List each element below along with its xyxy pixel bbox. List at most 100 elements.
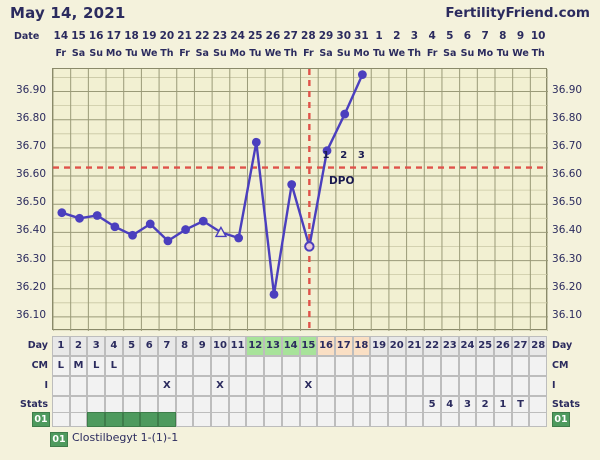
medication-cell[interactable] (175, 412, 194, 427)
i-cell[interactable] (405, 376, 424, 396)
day-cell: 25 (476, 336, 494, 356)
date-label: 1 (375, 30, 383, 42)
i-cell[interactable] (175, 376, 194, 396)
i-cell[interactable] (52, 376, 70, 396)
cm-cell[interactable] (405, 356, 424, 376)
medication-cell[interactable] (299, 412, 318, 427)
medication-cell[interactable] (387, 412, 406, 427)
medication-cell[interactable] (440, 412, 459, 427)
cm-cell[interactable] (352, 356, 371, 376)
medication-cell[interactable] (211, 412, 229, 427)
i-cell[interactable] (529, 376, 548, 396)
weekday-label: We (512, 48, 529, 59)
bbt-chart[interactable] (52, 68, 549, 331)
cm-cell[interactable] (529, 356, 548, 376)
medication-cell[interactable] (476, 412, 494, 427)
i-cell[interactable] (264, 376, 282, 396)
i-cell[interactable] (476, 376, 494, 396)
medication-cell[interactable] (158, 412, 176, 427)
cm-cell[interactable] (299, 356, 318, 376)
cm-cell[interactable]: L (52, 356, 70, 376)
cm-cell[interactable] (211, 356, 229, 376)
medication-cell[interactable] (317, 412, 335, 427)
stats-cell[interactable]: T (511, 396, 530, 414)
medication-cell[interactable] (69, 412, 88, 427)
weekday-label: Su (336, 48, 351, 59)
i-cell[interactable]: X (158, 376, 176, 396)
cm-cell[interactable]: L (105, 356, 123, 376)
cm-cell[interactable] (281, 356, 300, 376)
cm-cell[interactable] (122, 356, 141, 376)
medication-cell[interactable] (370, 412, 388, 427)
cm-cell[interactable] (193, 356, 212, 376)
i-cell[interactable] (228, 376, 247, 396)
cm-cell[interactable] (387, 356, 406, 376)
medication-cell[interactable] (264, 412, 282, 427)
medication-cell[interactable] (529, 412, 548, 427)
weekday-label: Tu (125, 48, 138, 59)
medication-cell[interactable] (52, 412, 70, 427)
date-label: 14 (53, 30, 69, 42)
cm-cell[interactable] (158, 356, 176, 376)
day-cell: 21 (405, 336, 424, 356)
cm-cell[interactable] (458, 356, 477, 376)
cm-cell[interactable] (494, 356, 512, 376)
cm-cell[interactable] (317, 356, 335, 376)
i-cell[interactable] (387, 376, 406, 396)
medication-cell[interactable] (122, 412, 141, 427)
cm-cell[interactable]: L (87, 356, 106, 376)
i-cell[interactable] (352, 376, 371, 396)
medication-cell[interactable] (423, 412, 441, 427)
medication-cell[interactable] (458, 412, 477, 427)
i-cell[interactable] (423, 376, 441, 396)
cm-cell[interactable] (476, 356, 494, 376)
cm-cell[interactable] (423, 356, 441, 376)
medication-cell[interactable] (334, 412, 353, 427)
weekday-label: Tu (372, 48, 386, 59)
cm-cell[interactable] (175, 356, 194, 376)
medication-cell[interactable] (511, 412, 530, 427)
i-cell[interactable] (87, 376, 106, 396)
i-cell[interactable] (69, 376, 88, 396)
medication-cell[interactable] (246, 412, 265, 427)
cm-cell[interactable]: M (69, 356, 88, 376)
i-cell[interactable] (494, 376, 512, 396)
weekday-label: Su (460, 48, 475, 59)
i-cell[interactable] (317, 376, 335, 396)
medication-cell[interactable] (405, 412, 424, 427)
i-cell[interactable] (122, 376, 141, 396)
i-cell[interactable] (334, 376, 353, 396)
i-cell[interactable] (281, 376, 300, 396)
cm-cell[interactable] (264, 356, 282, 376)
i-cell[interactable] (458, 376, 477, 396)
i-cell[interactable]: X (299, 376, 318, 396)
medication-cell[interactable] (87, 412, 106, 427)
day-cell: 28 (529, 336, 548, 356)
cm-cell[interactable] (246, 356, 265, 376)
i-cell[interactable] (105, 376, 123, 396)
i-cell[interactable] (370, 376, 388, 396)
cm-cell[interactable] (228, 356, 247, 376)
cm-cell[interactable] (140, 356, 159, 376)
i-cell[interactable]: X (211, 376, 229, 396)
cm-cell[interactable] (370, 356, 388, 376)
medication-cell[interactable] (281, 412, 300, 427)
weekday-label: Fr (303, 48, 314, 59)
page-title: May 14, 2021 (10, 4, 126, 22)
medication-cell[interactable] (140, 412, 159, 427)
i-cell[interactable] (511, 376, 530, 396)
cm-cell[interactable] (440, 356, 459, 376)
medication-cell[interactable] (494, 412, 512, 427)
i-cell[interactable] (140, 376, 159, 396)
i-cell[interactable] (440, 376, 459, 396)
date-label: 8 (499, 30, 507, 42)
medication-cell[interactable] (352, 412, 371, 427)
brand-logo: FertilityFriend.com (445, 5, 590, 21)
medication-cell[interactable] (193, 412, 212, 427)
medication-cell[interactable] (105, 412, 123, 427)
i-cell[interactable] (246, 376, 265, 396)
i-cell[interactable] (193, 376, 212, 396)
cm-cell[interactable] (334, 356, 353, 376)
medication-cell[interactable] (228, 412, 247, 427)
cm-cell[interactable] (511, 356, 530, 376)
